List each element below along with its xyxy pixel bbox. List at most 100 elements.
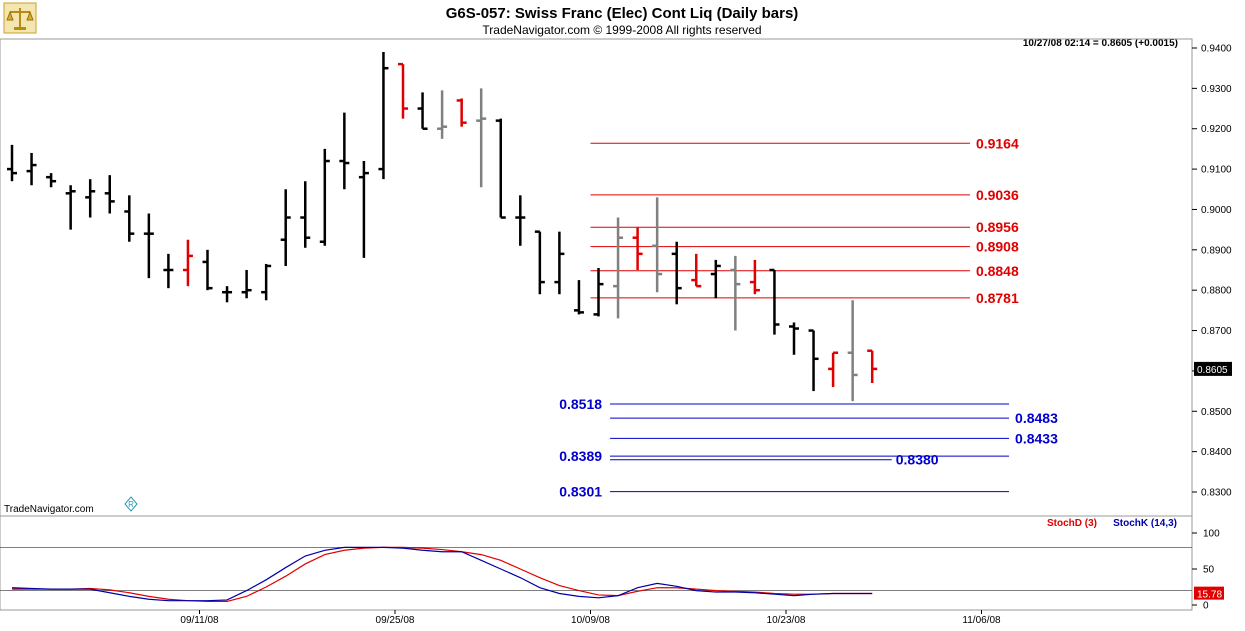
ohlc-bar xyxy=(671,241,682,305)
ohlc-bar xyxy=(789,322,799,355)
ohlc-bar xyxy=(652,197,663,293)
price-tick-label: 0.8400 xyxy=(1201,447,1232,458)
x-tick-label: 10/23/08 xyxy=(767,615,806,626)
stoch-series-line xyxy=(12,546,873,603)
x-tick-label: 10/09/08 xyxy=(571,615,610,626)
ohlc-bar xyxy=(437,90,448,139)
ohlc-bar xyxy=(769,268,780,335)
ohlc-bar xyxy=(339,112,350,190)
ohlc-bar xyxy=(358,161,369,258)
ohlc-bar xyxy=(495,118,506,219)
ohlc-bar xyxy=(104,175,115,214)
brand-text: TradeNavigator.com xyxy=(4,504,94,515)
ohlc-bar xyxy=(417,92,428,130)
stoch-last-value: 15.78 xyxy=(1194,586,1224,601)
stoch-tick-label: 50 xyxy=(1203,565,1215,576)
level-label: 0.8781 xyxy=(976,290,1019,306)
level-label: 0.8483 xyxy=(1015,410,1058,426)
ohlc-bar xyxy=(261,263,272,301)
ohlc-bar xyxy=(7,144,17,182)
ohlc-bar xyxy=(534,230,545,295)
price-tick-label: 0.9000 xyxy=(1201,205,1232,216)
level-label: 0.8389 xyxy=(559,448,602,464)
ohlc-bar xyxy=(300,181,311,248)
level-label: 0.8301 xyxy=(559,484,602,500)
ohlc-bar xyxy=(65,185,76,230)
ohlc-bar xyxy=(241,270,252,299)
ohlc-bar xyxy=(593,267,604,317)
legend-stochk: StochK (14,3) xyxy=(1113,518,1177,529)
price-tick-label: 0.8700 xyxy=(1201,326,1232,337)
stoch-series-line xyxy=(11,546,873,602)
level-label: 0.9164 xyxy=(976,135,1019,151)
price-last-value: 0.8605 xyxy=(1194,361,1232,376)
price-last-label: 0.8605 xyxy=(1197,365,1228,376)
ohlc-bar xyxy=(749,259,760,295)
ohlc-bar xyxy=(182,239,193,287)
ohlc-bar xyxy=(26,152,37,186)
stoch-legend: StochD (3) StochK (14,3) xyxy=(1047,518,1177,529)
ohlc-bar xyxy=(378,52,389,180)
ohlc-bar xyxy=(730,255,741,331)
ohlc-bar xyxy=(554,231,565,295)
price-tick-label: 0.8300 xyxy=(1201,488,1232,499)
level-label: 0.9036 xyxy=(976,187,1019,203)
stoch-last-box xyxy=(1194,586,1224,600)
stoch-tick-label: 100 xyxy=(1203,529,1220,540)
ohlc-bar xyxy=(828,351,839,388)
price-y-axis: 0.9400 0.9300 0.9200 0.9100 0.9000 0.8900 0.88… xyxy=(1192,44,1232,499)
x-tick-label: 09/25/08 xyxy=(376,615,415,626)
ohlc-bar xyxy=(867,349,878,384)
x-tick-label: 11/06/08 xyxy=(962,615,1001,626)
ohlc-bar xyxy=(46,173,57,188)
ohlc-bar xyxy=(847,300,858,402)
stoch-y-axis: 100 50 0 xyxy=(0,529,1220,612)
level-label: 0.8848 xyxy=(976,263,1019,279)
copyright-text: TradeNavigator.com © 1999-2008 All right… xyxy=(482,23,761,37)
ohlc-bar xyxy=(515,195,526,246)
stoch-panel xyxy=(0,515,1193,611)
ohlc-bar xyxy=(808,329,819,392)
level-label: 0.8518 xyxy=(559,396,602,412)
level-label: 0.8380 xyxy=(896,452,939,468)
x-axis: 09/11/08 09/25/08 10/09/08 10/23/08 11/06/08 xyxy=(180,610,1001,626)
price-tick-label: 0.9300 xyxy=(1201,84,1232,95)
level-label: 0.8956 xyxy=(976,219,1019,235)
price-tick-label: 0.8500 xyxy=(1201,407,1232,418)
price-tick-label: 0.9100 xyxy=(1201,165,1232,176)
ohlc-bar xyxy=(124,195,135,242)
ohlc-bar xyxy=(319,148,330,246)
ohlc-bar xyxy=(476,88,487,188)
ohlc-bar xyxy=(456,98,467,127)
ohlc-bars xyxy=(7,52,878,402)
stoch-tick-label: 0 xyxy=(1203,601,1209,612)
ohlc-bar xyxy=(632,227,643,270)
ohlc-bar xyxy=(613,217,624,319)
price-last-box xyxy=(1194,361,1232,376)
scales-icon[interactable] xyxy=(3,2,37,34)
header: G6S-057: Swiss Franc (Elec) Cont Liq (Da… xyxy=(446,5,1178,49)
ohlc-bar xyxy=(202,249,213,291)
chart-title: G6S-057: Swiss Franc (Elec) Cont Liq (Da… xyxy=(446,5,799,22)
price-tick-label: 0.9400 xyxy=(1201,44,1232,55)
ohlc-bar xyxy=(573,280,584,315)
stoch-lines xyxy=(11,546,873,603)
price-readout: 10/27/08 02:14 = 0.8605 (+0.0015) xyxy=(1023,38,1178,49)
ohlc-bar xyxy=(398,62,408,119)
ohlc-bar xyxy=(710,259,721,299)
ohlc-bar xyxy=(280,189,291,266)
registered-logo-icon: R xyxy=(124,496,138,512)
level-label: 0.8433 xyxy=(1015,430,1058,446)
ohlc-bar xyxy=(691,253,702,288)
stoch-last-label: 15.78 xyxy=(1197,590,1222,601)
ohlc-bar xyxy=(143,213,154,279)
ohlc-bar xyxy=(222,286,233,303)
price-levels: 0.9164 0.9036 0.8956 0.8908 0.8848 0.8781 0.85… xyxy=(559,135,1058,499)
ohlc-bar xyxy=(85,179,96,218)
legend-stochd: StochD (3) xyxy=(1047,518,1097,529)
ohlc-bar xyxy=(163,253,174,289)
price-tick-label: 0.9200 xyxy=(1201,124,1232,135)
level-label: 0.8908 xyxy=(976,239,1019,255)
registered-logo-text: R xyxy=(128,500,134,509)
